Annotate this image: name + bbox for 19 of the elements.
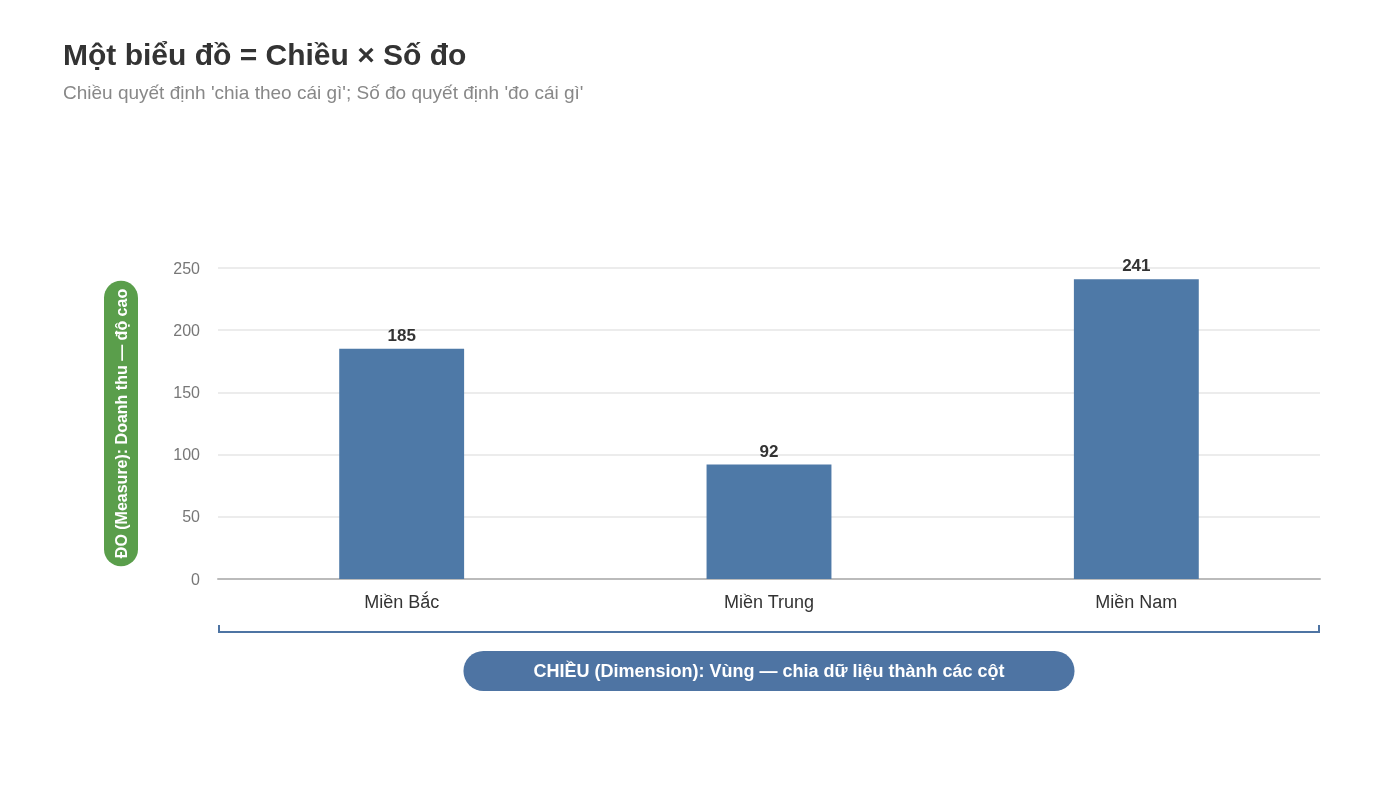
- bar: [339, 348, 465, 579]
- data-label: 92: [759, 441, 779, 461]
- y-tick-label: 200: [173, 321, 201, 339]
- y-tick-label: 250: [173, 259, 201, 277]
- y-axis-title: ĐO (Measure): Doanh thu — độ cao: [112, 288, 130, 559]
- x-tick-label: Miền Bắc: [364, 591, 440, 612]
- data-label: 241: [1122, 256, 1151, 276]
- bar: [1073, 279, 1199, 579]
- y-tick-label: 150: [173, 383, 201, 401]
- chart-title: Một biểu đồ = Chiều × Số đo: [63, 37, 467, 71]
- y-tick-label: 50: [182, 508, 201, 526]
- y-tick-label: 100: [173, 446, 201, 464]
- y-tick-label: 0: [191, 570, 201, 588]
- x-tick-label: Miền Nam: [1095, 592, 1178, 612]
- x-tick-label: Miền Trung: [723, 592, 815, 612]
- x-axis-title: CHIỀU (Dimension): Vùng — chia dữ liệu thành các cột: [533, 660, 1005, 681]
- bar: [706, 464, 832, 579]
- data-label: 185: [387, 325, 416, 345]
- chart-subtitle: Chiều quyết định 'chia theo cái gì'; Số đo quyết định 'đo cái gì': [63, 82, 584, 103]
